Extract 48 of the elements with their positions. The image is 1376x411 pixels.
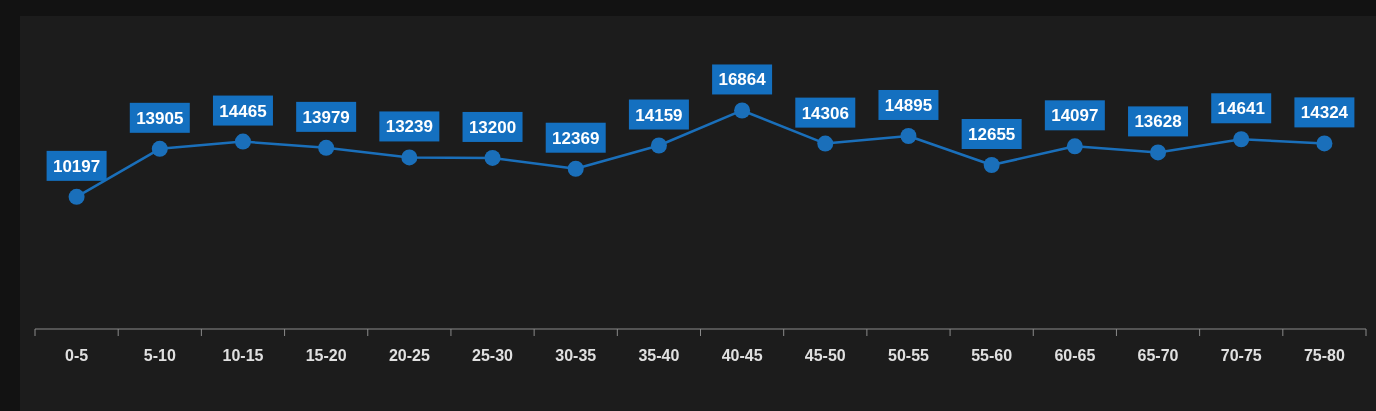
point bbox=[1066, 138, 1083, 155]
data-label: 10197 bbox=[52, 156, 101, 176]
point bbox=[318, 139, 335, 156]
x-tick-label: 45-50 bbox=[804, 347, 846, 364]
x-tick-label: 55-60 bbox=[971, 347, 1013, 364]
data-label: 13200 bbox=[468, 117, 517, 137]
x-tick-label: 40-45 bbox=[721, 347, 763, 364]
point bbox=[1233, 131, 1250, 148]
point bbox=[567, 160, 584, 177]
point bbox=[817, 135, 834, 152]
x-tick-label: 0-5 bbox=[65, 347, 89, 364]
x-tick-label: 30-35 bbox=[555, 347, 597, 364]
point bbox=[234, 133, 251, 150]
x-tick-label: 25-30 bbox=[472, 347, 514, 364]
data-label: 14895 bbox=[884, 95, 933, 115]
point bbox=[983, 157, 1000, 174]
x-tick-label: 50-55 bbox=[888, 347, 930, 364]
x-tick-label: 5-10 bbox=[143, 347, 176, 364]
data-label: 16864 bbox=[718, 70, 767, 90]
data-label: 14465 bbox=[219, 101, 267, 121]
point bbox=[900, 127, 917, 144]
data-label: 14324 bbox=[1300, 103, 1349, 123]
data-label: 13628 bbox=[1134, 112, 1182, 132]
point bbox=[734, 102, 751, 119]
x-tick-label: 60-65 bbox=[1054, 347, 1096, 364]
x-tick-label: 10-15 bbox=[222, 347, 264, 364]
data-label: 14641 bbox=[1217, 99, 1265, 119]
data-label: 14159 bbox=[635, 105, 683, 125]
point bbox=[401, 149, 418, 166]
x-tick-label: 70-75 bbox=[1220, 347, 1262, 364]
data-label: 12369 bbox=[552, 128, 600, 148]
x-tick-label: 35-40 bbox=[638, 347, 680, 364]
point bbox=[484, 149, 501, 166]
point bbox=[68, 188, 85, 205]
data-label: 13979 bbox=[302, 107, 350, 127]
data-label: 13239 bbox=[385, 117, 433, 137]
point bbox=[1316, 135, 1333, 152]
point bbox=[151, 140, 168, 157]
data-label: 14097 bbox=[1051, 106, 1099, 126]
x-tick-label: 15-20 bbox=[305, 347, 347, 364]
x-tick-label: 20-25 bbox=[388, 347, 430, 364]
x-tick-label: 75-80 bbox=[1303, 347, 1345, 364]
point bbox=[650, 137, 667, 154]
x-tick-label: 65-70 bbox=[1137, 347, 1179, 364]
data-label: 13905 bbox=[136, 108, 184, 128]
data-label: 14306 bbox=[801, 103, 849, 123]
data-label: 12655 bbox=[968, 125, 1016, 145]
point bbox=[1150, 144, 1167, 161]
